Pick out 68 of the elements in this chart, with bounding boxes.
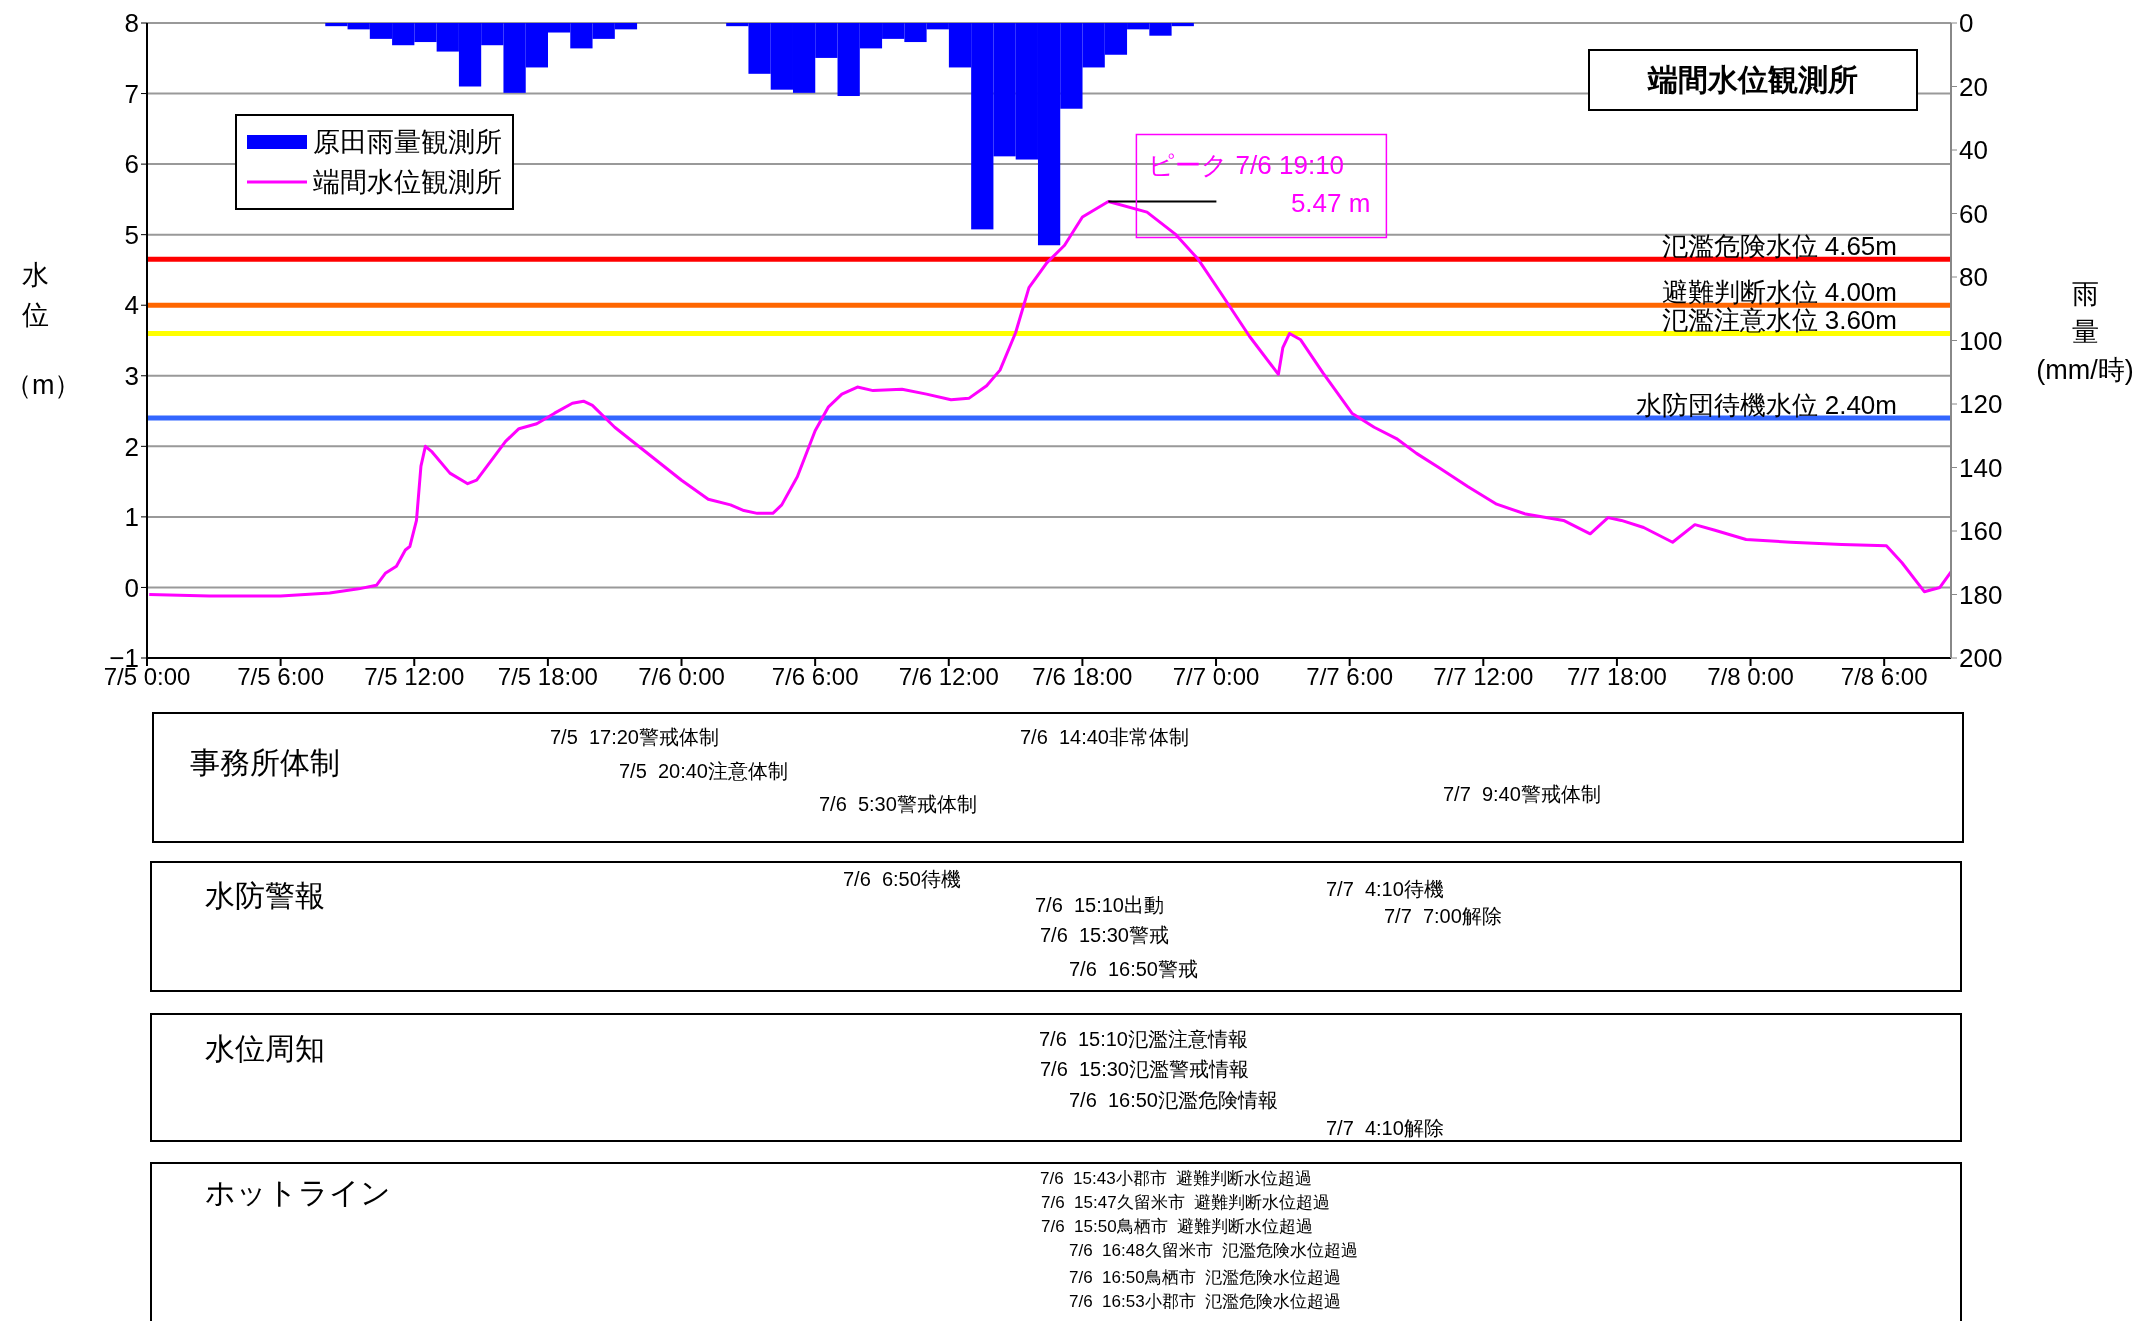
x-tick-label: 7/8 0:00 (1707, 663, 1794, 691)
text: ホットライン (205, 1175, 391, 1211)
text: 7/6 15:10氾濫注意情報 (1039, 1027, 1248, 1051)
text: 水防警報 (205, 878, 325, 914)
y-tick-label: 8 (124, 8, 139, 39)
text: 7/6 15:43小郡市 避難判断水位超過 (1040, 1168, 1313, 1190)
x-tick-label: 7/6 6:00 (771, 663, 859, 691)
text: 7/6 6:50待機 (843, 867, 961, 891)
x-tick-label: 7/7 0:00 (1172, 663, 1260, 691)
annotation: ピーク 7/6 19:10 5.47 m (1148, 149, 1371, 218)
y-tick-label: 3 (124, 361, 139, 392)
y-tick-label: 0 (124, 572, 139, 603)
y2-tick-label: 80 (1959, 262, 1988, 293)
text: 7/6 15:30警戒 (1040, 923, 1169, 947)
title-frame: 端間水位観測所 (1588, 49, 1918, 111)
x-tick-label: 7/6 18:00 (1032, 663, 1133, 691)
text: 7/6 16:53小郡市 氾濫危険水位超過 (1069, 1291, 1342, 1313)
y2-tick-label: 0 (1959, 8, 1974, 39)
x-tick-label: 7/6 0:00 (638, 663, 725, 691)
text: 7/6 16:50警戒 (1069, 957, 1198, 981)
y2-tick-label: 120 (1959, 389, 2003, 420)
text: 7/5 17:20警戒体制 (550, 725, 719, 749)
text: 7/6 16:48久留米市 氾濫危険水位超過 (1069, 1240, 1359, 1262)
y-tick-label: 5 (124, 219, 139, 250)
y-tick-label: 7 (124, 78, 139, 109)
x-tick-label: 7/6 12:00 (898, 663, 999, 691)
y-tick-label: 4 (124, 290, 139, 321)
ref-line-label: 氾濫注意水位 3.60m (1661, 305, 1897, 336)
y2-tick-label: 60 (1959, 198, 1988, 229)
text: 7/6 15:50鳥栖市 避難判断水位超過 (1041, 1216, 1314, 1238)
legend-label: 原田雨量観測所 (313, 126, 502, 159)
ref-line-label: 氾濫危険水位 4.65m (1661, 231, 1897, 262)
y-tick-label: 1 (124, 502, 139, 533)
y2-tick-label: 140 (1959, 452, 2003, 483)
y-tick-label: 2 (124, 431, 139, 462)
x-tick-label: 7/5 12:00 (364, 663, 465, 691)
text: 7/6 14:40非常体制 (1020, 725, 1189, 749)
y2-tick-label: 20 (1959, 71, 1988, 102)
x-tick-label: 7/7 18:00 (1566, 663, 1667, 691)
y2-tick-label: 160 (1959, 516, 2003, 547)
text: 7/6 16:50鳥栖市 氾濫危険水位超過 (1069, 1267, 1342, 1289)
ref-line-label: 水防団待機水位 2.40m (1635, 390, 1897, 421)
text: 7/6 15:30氾濫警戒情報 (1040, 1057, 1249, 1081)
y2-tick-label: 40 (1959, 135, 1988, 166)
y2-tick-label: 180 (1959, 579, 2003, 610)
text: 7/7 4:10解除 (1326, 1116, 1444, 1140)
x-tick-label: 7/7 12:00 (1433, 663, 1534, 691)
text: 7/5 20:40注意体制 (619, 759, 788, 783)
x-tick-label: 7/8 6:00 (1840, 663, 1928, 691)
y-tick-label: 6 (124, 149, 139, 180)
text: 7/6 16:50氾濫危険情報 (1069, 1088, 1278, 1112)
text: 7/7 7:00解除 (1384, 904, 1502, 928)
y2-tick-label: 200 (1959, 643, 2003, 674)
text: 7/7 9:40警戒体制 (1443, 782, 1601, 806)
text: 7/7 4:10待機 (1326, 877, 1444, 901)
y2-axis-title: 雨量(mm/時) (2035, 278, 2135, 387)
y2-tick-label: 100 (1959, 325, 2003, 356)
x-tick-label: 7/7 6:00 (1306, 663, 1394, 691)
legend-label: 端間水位観測所 (313, 166, 502, 199)
ref-line-label: 避難判断水位 4.00m (1661, 277, 1897, 308)
text: 事務所体制 (190, 745, 340, 781)
text: 7/6 15:10出動 (1035, 893, 1164, 917)
x-tick-label: 7/5 18:00 (497, 663, 598, 691)
text: 7/6 5:30警戒体制 (819, 792, 977, 816)
text: 7/6 15:47久留米市 避難判断水位超過 (1041, 1192, 1331, 1214)
text: 水位（m） (5, 260, 82, 400)
text: 水位周知 (205, 1031, 325, 1067)
x-tick-label: 7/5 6:00 (237, 663, 324, 691)
